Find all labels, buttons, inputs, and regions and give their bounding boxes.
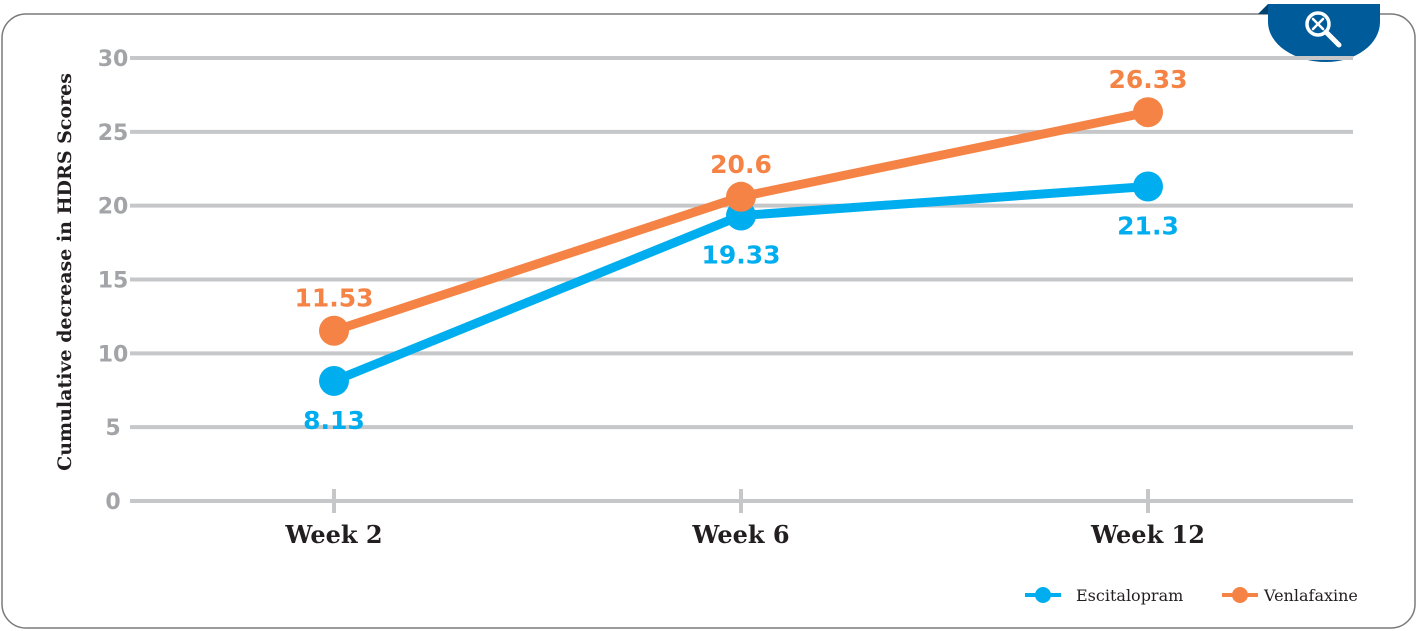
legend-marker-venlafaxine [1232, 587, 1248, 603]
point-venlafaxine-1 [726, 181, 756, 212]
legend-marker-escitalopram [1035, 587, 1051, 603]
point-escitalopram-2 [1133, 171, 1163, 202]
point-escitalopram-0 [319, 365, 349, 396]
x-tick-labels: Week 2 Week 6 Week 12 [284, 520, 1205, 549]
legend-item-escitalopram: Escitalopram [1025, 586, 1183, 605]
y-tick-labels: 0 5 10 15 20 25 30 [98, 47, 129, 515]
data-label-escitalopram-1: 19.33 [701, 241, 780, 270]
data-label-escitalopram-2: 21.3 [1117, 211, 1179, 240]
y-tick-label-0: 0 [105, 490, 120, 515]
legend-label-venlafaxine: Venlafaxine [1263, 586, 1358, 605]
y-axis-title: Cumulative decrease in HDRS Scores [54, 73, 76, 471]
data-labels: 8.13 19.33 21.3 11.53 20.6 26.33 [294, 65, 1187, 435]
y-tick-label-25: 25 [98, 121, 129, 146]
point-venlafaxine-0 [319, 315, 349, 346]
legend: Escitalopram Venlafaxine [1025, 586, 1358, 605]
x-axis-ticks [332, 489, 1150, 513]
y-tick-label-5: 5 [105, 416, 120, 441]
x-tick-label-2: Week 12 [1090, 520, 1205, 549]
series-points [319, 97, 1163, 396]
x-tick-label-1: Week 6 [691, 520, 789, 549]
data-label-venlafaxine-1: 20.6 [710, 150, 772, 179]
zoom-button[interactable] [1258, 4, 1380, 62]
y-tick-label-20: 20 [98, 195, 129, 220]
y-tick-label-10: 10 [98, 342, 129, 367]
zoom-badge-fold [1258, 4, 1268, 14]
point-venlafaxine-2 [1133, 97, 1163, 128]
data-label-venlafaxine-2: 26.33 [1108, 65, 1187, 94]
y-tick-label-30: 30 [98, 47, 129, 72]
zoom-out-icon [1305, 11, 1342, 48]
legend-item-venlafaxine: Venlafaxine [1222, 586, 1358, 605]
data-label-venlafaxine-0: 11.53 [294, 284, 373, 313]
y-tick-label-15: 15 [98, 269, 129, 294]
data-label-escitalopram-0: 8.13 [303, 406, 365, 435]
chart-frame-border [1, 13, 1416, 629]
legend-label-escitalopram: Escitalopram [1076, 586, 1183, 605]
x-tick-label-0: Week 2 [284, 520, 382, 549]
